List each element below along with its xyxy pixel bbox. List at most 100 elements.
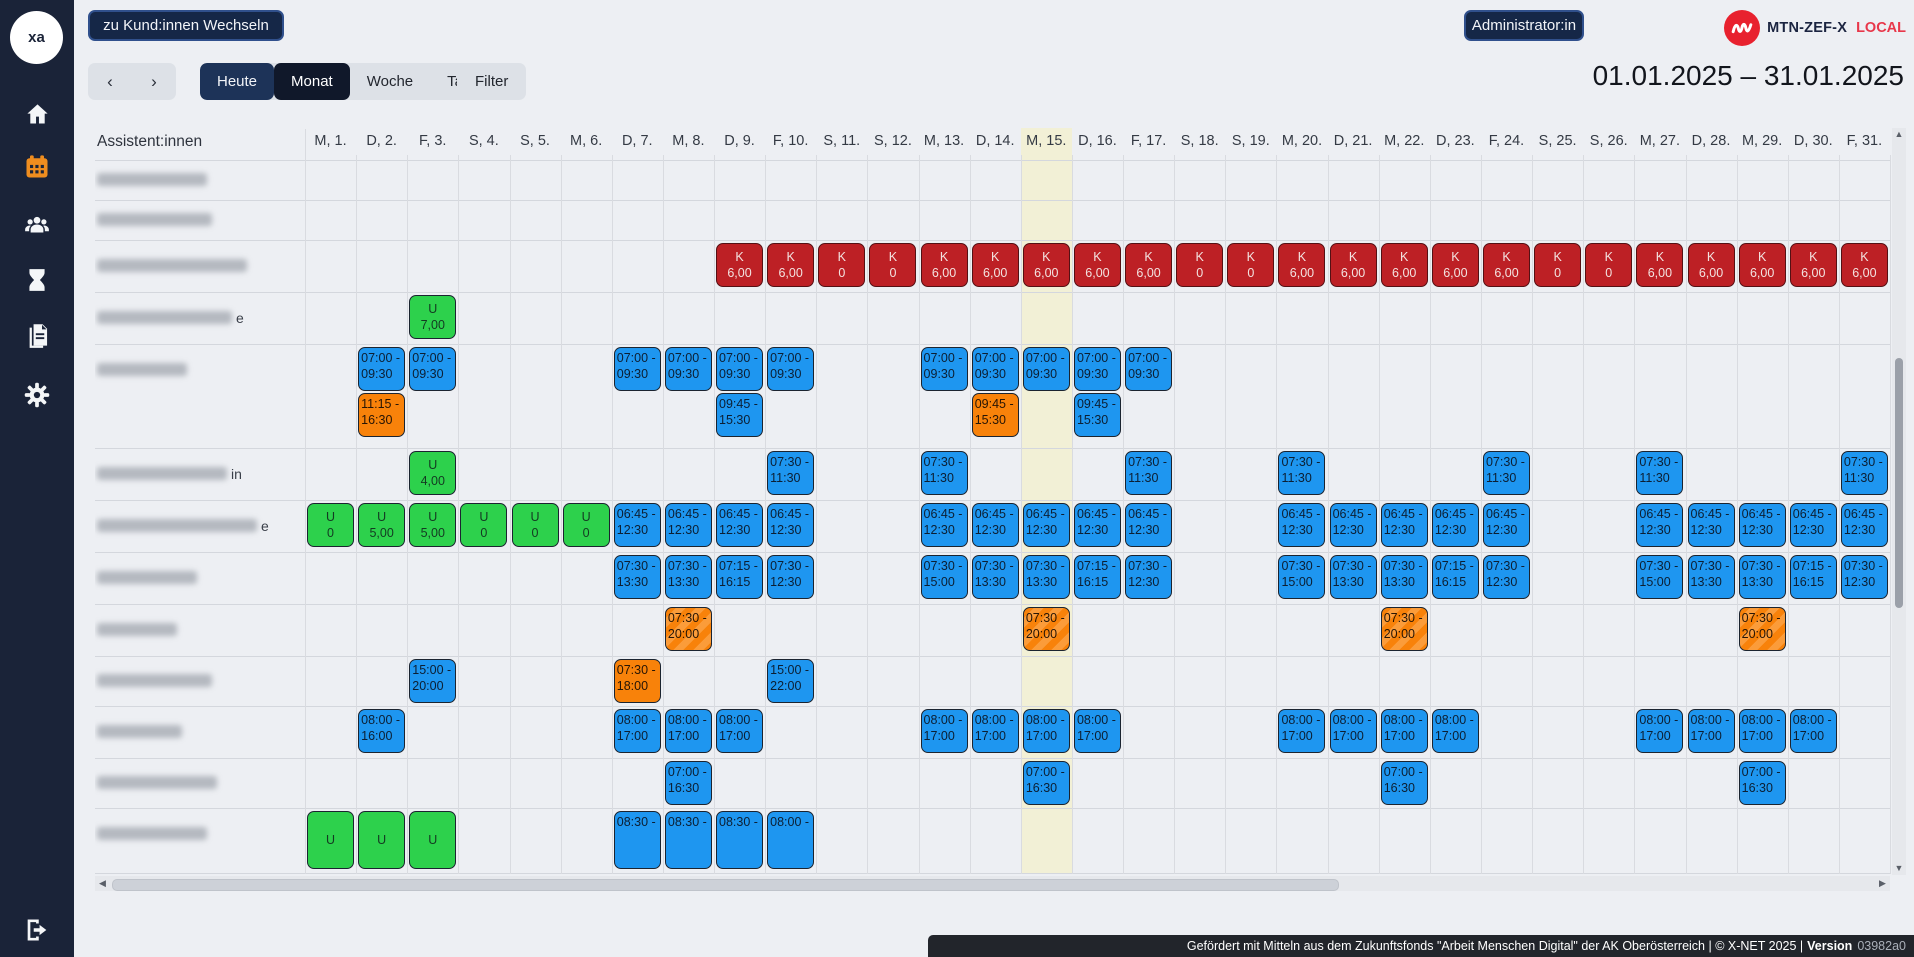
document-icon[interactable]	[0, 315, 74, 355]
event-chip[interactable]: U 7,00	[409, 295, 457, 339]
day-header[interactable]: S, 12.	[873, 133, 912, 149]
horizontal-scrollbar[interactable]: ◀ ▶	[95, 876, 1890, 891]
event-chip[interactable]: 07:00 - 16:30	[1380, 761, 1428, 805]
day-header[interactable]: S, 5.	[520, 133, 550, 149]
event-chip[interactable]: 07:15 - 16:15	[1431, 555, 1479, 599]
event-chip[interactable]: K 6,00	[1329, 243, 1377, 287]
day-header[interactable]: M, 20.	[1281, 133, 1323, 149]
scroll-left-icon[interactable]: ◀	[99, 878, 106, 888]
event-chip[interactable]: 08:00 - 17:00	[1431, 709, 1479, 753]
day-header[interactable]: D, 16.	[1078, 133, 1117, 149]
day-header[interactable]: M, 1.	[314, 133, 347, 149]
event-chip[interactable]: 09:45 - 15:30	[1073, 393, 1121, 437]
event-chip[interactable]: 08:00 - 17:00	[1380, 709, 1428, 753]
day-header[interactable]: S, 4.	[468, 133, 499, 149]
event-chip[interactable]: 06:45 - 12:30	[1125, 503, 1173, 547]
hourglass-icon[interactable]	[0, 260, 74, 300]
event-chip[interactable]: 06:45 - 12:30	[613, 503, 661, 547]
day-header[interactable]: M, 15.	[1026, 133, 1067, 149]
day-header[interactable]: M, 22.	[1384, 133, 1425, 149]
event-chip[interactable]: 06:45 - 12:30	[1636, 503, 1684, 547]
event-chip[interactable]: K 6,00	[1125, 243, 1173, 287]
event-chip[interactable]: 07:00 - 09:30	[767, 347, 815, 391]
day-header[interactable]: M, 6.	[570, 133, 603, 149]
event-chip[interactable]: 07:15 - 16:15	[1789, 555, 1837, 599]
day-header[interactable]: D, 14.	[975, 133, 1015, 149]
day-header[interactable]: D, 9.	[724, 133, 755, 149]
day-header[interactable]: M, 8.	[672, 133, 705, 149]
administrator-button[interactable]: Administrator:in	[1464, 10, 1584, 41]
event-chip[interactable]: 08:00 - 17:00	[1789, 709, 1837, 753]
day-header[interactable]: S, 19.	[1231, 133, 1270, 149]
event-chip[interactable]: 06:45 - 12:30	[1687, 503, 1735, 547]
switch-to-customers-button[interactable]: zu Kund:innen Wechseln	[88, 10, 284, 41]
scroll-down-icon[interactable]: ▼	[1894, 863, 1904, 873]
event-chip[interactable]: 08:00 - 17:00	[1687, 709, 1735, 753]
event-chip[interactable]: U 5,00	[358, 503, 406, 547]
day-header[interactable]: S, 18.	[1180, 133, 1219, 149]
event-chip[interactable]: K 6,00	[971, 243, 1019, 287]
event-chip[interactable]: 07:00 - 09:30	[1125, 347, 1173, 391]
day-header[interactable]: F, 31.	[1846, 133, 1883, 149]
scroll-up-icon[interactable]: ▲	[1894, 129, 1904, 139]
event-chip[interactable]: 07:30 - 20:00	[1022, 607, 1070, 651]
event-chip[interactable]: 07:30 - 13:30	[1022, 555, 1070, 599]
event-chip[interactable]: 07:00 - 09:30	[920, 347, 968, 391]
event-chip[interactable]: 07:15 - 16:15	[716, 555, 764, 599]
event-chip[interactable]: U 4,00	[409, 451, 457, 495]
event-chip[interactable]: 06:45 - 12:30	[971, 503, 1019, 547]
event-chip[interactable]: 07:30 - 20:00	[1380, 607, 1428, 651]
event-chip[interactable]: 08:00 - 17:00	[971, 709, 1019, 753]
event-chip[interactable]: 08:30 -	[664, 811, 712, 869]
event-chip[interactable]: 07:00 - 09:30	[1073, 347, 1121, 391]
event-chip[interactable]: 07:00 - 09:30	[358, 347, 406, 391]
event-chip[interactable]: 11:15 - 16:30	[358, 393, 406, 437]
event-chip[interactable]: 07:30 - 13:30	[1738, 555, 1786, 599]
event-chip[interactable]: 07:00 - 09:30	[409, 347, 457, 391]
day-header[interactable]: M, 13.	[923, 133, 965, 149]
event-chip[interactable]: K 6,00	[716, 243, 764, 287]
event-chip[interactable]: K 6,00	[1738, 243, 1786, 287]
next-button[interactable]: ›	[151, 71, 157, 91]
day-header[interactable]: D, 28.	[1691, 133, 1731, 149]
day-header[interactable]: F, 17.	[1130, 133, 1167, 149]
day-header[interactable]: D, 21.	[1333, 133, 1373, 149]
event-chip[interactable]: 08:00 - 17:00	[920, 709, 968, 753]
event-chip[interactable]: K 6,00	[1278, 243, 1326, 287]
event-chip[interactable]: 06:45 - 12:30	[1482, 503, 1530, 547]
event-chip[interactable]: 06:45 - 12:30	[1329, 503, 1377, 547]
event-chip[interactable]: 07:30 - 13:30	[1380, 555, 1428, 599]
calendar-icon[interactable]	[0, 147, 74, 187]
day-header[interactable]: F, 24.	[1488, 133, 1525, 149]
event-chip[interactable]: 06:45 - 12:30	[716, 503, 764, 547]
tab-monat[interactable]: Monat	[274, 63, 350, 100]
event-chip[interactable]: 07:30 - 13:30	[613, 555, 661, 599]
logout-icon[interactable]	[0, 910, 74, 950]
event-chip[interactable]: 07:30 - 15:00	[1278, 555, 1326, 599]
event-chip[interactable]: 06:45 - 12:30	[920, 503, 968, 547]
event-chip[interactable]: K 6,00	[1380, 243, 1428, 287]
event-chip[interactable]: 06:45 - 12:30	[1278, 503, 1326, 547]
event-chip[interactable]: 07:15 - 16:15	[1073, 555, 1121, 599]
event-chip[interactable]: 09:45 - 15:30	[716, 393, 764, 437]
event-chip[interactable]: 07:30 - 12:30	[1125, 555, 1173, 599]
filter-button[interactable]: Filter	[457, 63, 527, 100]
event-chip[interactable]: 08:00 - 17:00	[613, 709, 661, 753]
event-chip[interactable]: 08:00 - 17:00	[1636, 709, 1684, 753]
day-header[interactable]: M, 29.	[1741, 133, 1783, 149]
event-chip[interactable]: 08:00 - 17:00	[716, 709, 764, 753]
vertical-scroll-thumb[interactable]	[1895, 358, 1903, 608]
event-chip[interactable]: 06:45 - 12:30	[1380, 503, 1428, 547]
event-chip[interactable]: 07:30 - 13:30	[664, 555, 712, 599]
day-header[interactable]: D, 23.	[1436, 133, 1475, 149]
event-chip[interactable]: K 6,00	[1022, 243, 1070, 287]
event-chip[interactable]: 07:00 - 09:30	[664, 347, 712, 391]
event-chip[interactable]: 07:30 - 12:30	[767, 555, 815, 599]
event-chip[interactable]: 07:30 - 11:30	[1636, 451, 1684, 495]
